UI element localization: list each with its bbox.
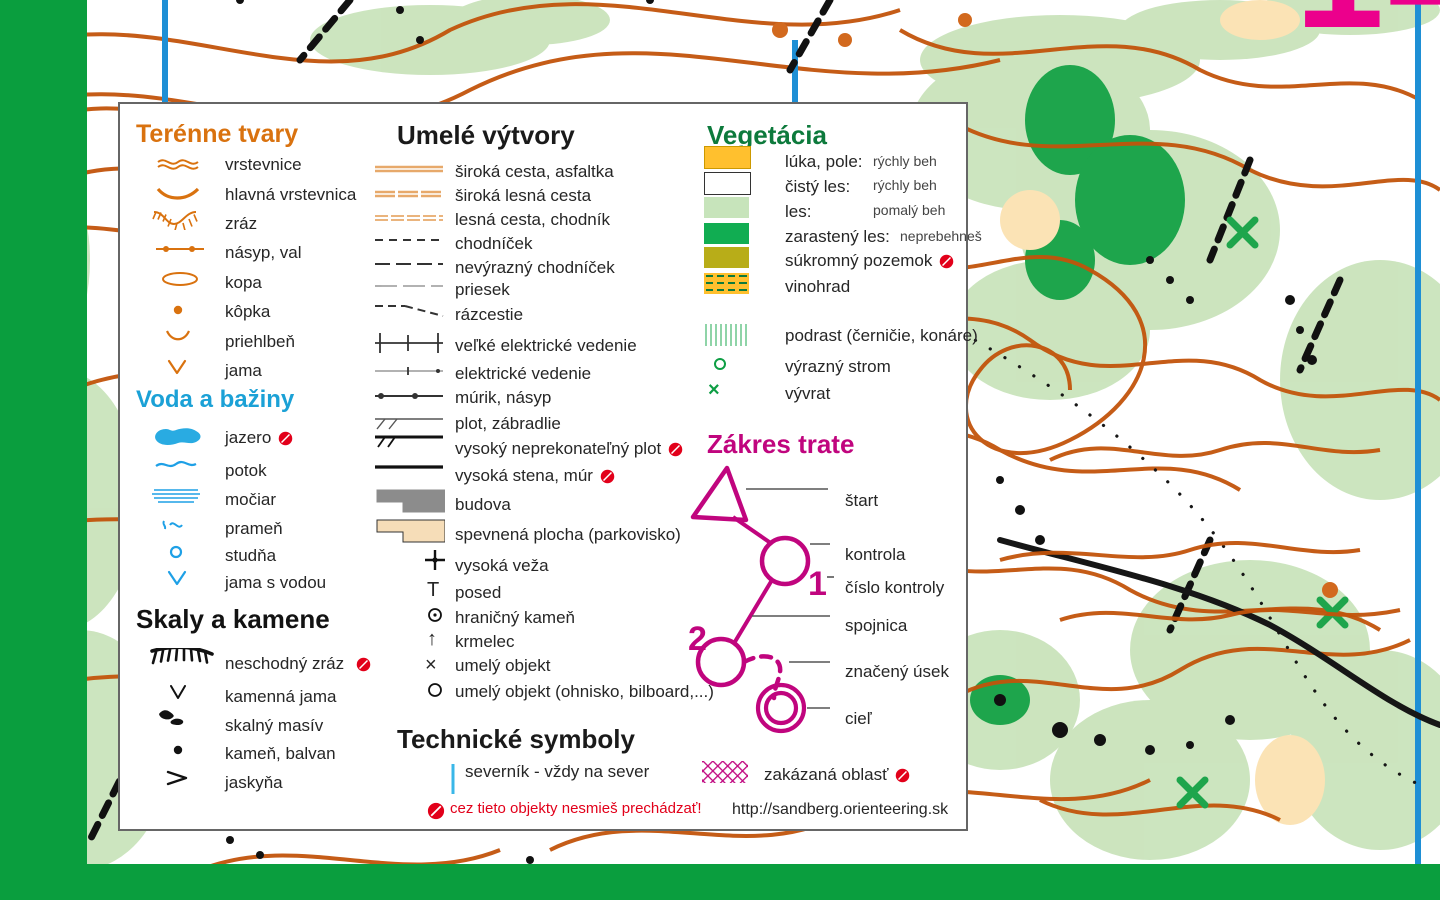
svg-text:1: 1 — [808, 565, 827, 603]
svg-text:2: 2 — [688, 620, 707, 658]
